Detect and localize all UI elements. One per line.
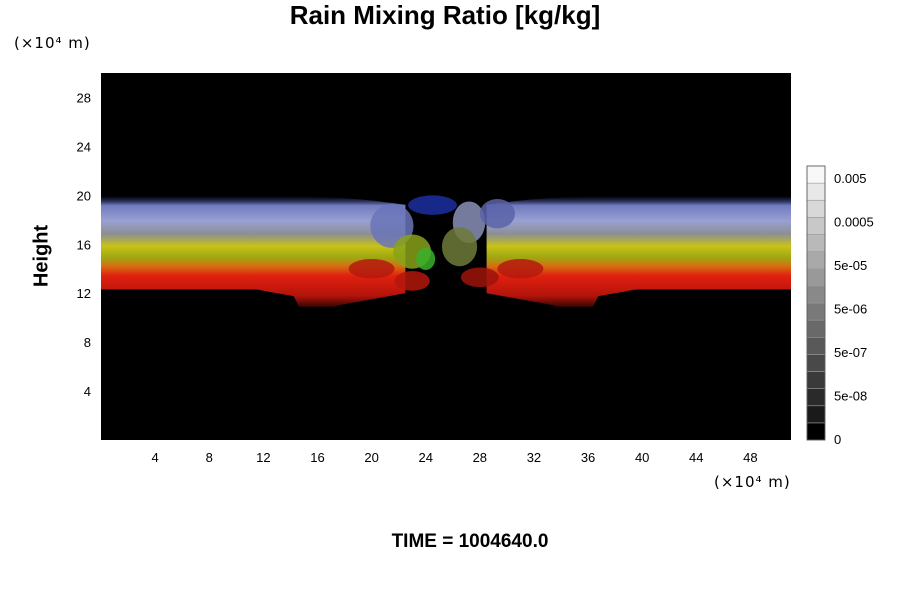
colorbar-tick-label: 5e-06	[834, 302, 867, 317]
time-label: TIME = 1004640.0	[391, 531, 549, 552]
colorbar-cell	[806, 405, 826, 424]
convective-cell	[348, 258, 395, 279]
x-tick-label: 40	[635, 450, 649, 465]
colorbar-tick-label: 5e-08	[834, 389, 867, 404]
colorbar-tick-label: 0.0005	[834, 215, 874, 230]
y-tick-label: 20	[77, 188, 91, 203]
y-axis-unit: (×10⁴ m)	[14, 34, 91, 52]
x-tick-label: 24	[418, 450, 432, 465]
convective-cell	[441, 227, 478, 267]
y-axis-ticks: 4 8 12 16 20 24 28	[77, 90, 91, 399]
colorbar-cell	[806, 388, 826, 407]
x-tick-label: 44	[689, 450, 703, 465]
x-tick-label: 32	[527, 450, 541, 465]
y-tick-label: 24	[77, 139, 91, 154]
colorbar-cell	[806, 354, 826, 372]
colorbar-cell	[806, 165, 826, 184]
colorbar-tick-label: 0	[834, 432, 841, 447]
x-tick-label: 4	[152, 450, 159, 465]
colorbar-tick-label: 5e-07	[834, 345, 867, 360]
colorbar-tick-label: 5e-05	[834, 258, 867, 273]
x-tick-label: 48	[743, 450, 757, 465]
convective-cell	[408, 195, 457, 215]
colorbar-frame	[806, 165, 826, 441]
rain-field	[101, 195, 791, 307]
y-tick-label: 4	[84, 384, 91, 399]
colorbar-cell	[806, 251, 826, 270]
colorbar-cell	[806, 336, 826, 355]
colorbar-cell	[806, 422, 826, 441]
x-tick-label: 8	[206, 450, 213, 465]
colorbar-tick-label: 0.005	[834, 171, 867, 186]
y-tick-label: 28	[77, 90, 91, 105]
colorbar-cell	[806, 268, 826, 287]
convective-cell	[479, 199, 515, 229]
x-tick-label: 16	[310, 450, 324, 465]
colorbar-cell	[806, 302, 826, 321]
rain-band-right	[486, 196, 791, 307]
convective-cell	[394, 271, 430, 291]
convective-cell	[460, 267, 499, 288]
convective-cell	[497, 258, 544, 279]
convective-cell	[416, 247, 436, 270]
colorbar-cell	[806, 199, 826, 218]
x-tick-label: 12	[256, 450, 270, 465]
x-axis-ticks: 4 8 12 16 20 24 28 32 36 40 44 48	[152, 450, 758, 465]
y-tick-label: 8	[84, 335, 91, 350]
colorbar-cell	[806, 319, 826, 338]
y-tick-label: 16	[77, 237, 91, 252]
colorbar-cell	[806, 217, 826, 235]
colorbar: 0.005 0.0005 5e-05 5e-06 5e-07 5e-08 0	[806, 165, 874, 447]
colorbar-cell	[806, 285, 826, 304]
x-tick-label: 20	[364, 450, 378, 465]
rain-band-left	[101, 196, 406, 307]
x-tick-label: 36	[581, 450, 595, 465]
y-tick-label: 12	[77, 286, 91, 301]
x-tick-label: 28	[473, 450, 487, 465]
chart-title: Rain Mixing Ratio [kg/kg]	[289, 0, 601, 30]
colorbar-cell	[806, 182, 826, 201]
colorbar-cell	[806, 371, 826, 389]
x-axis-unit: (×10⁴ m)	[714, 473, 791, 491]
colorbar-cell	[806, 234, 826, 252]
